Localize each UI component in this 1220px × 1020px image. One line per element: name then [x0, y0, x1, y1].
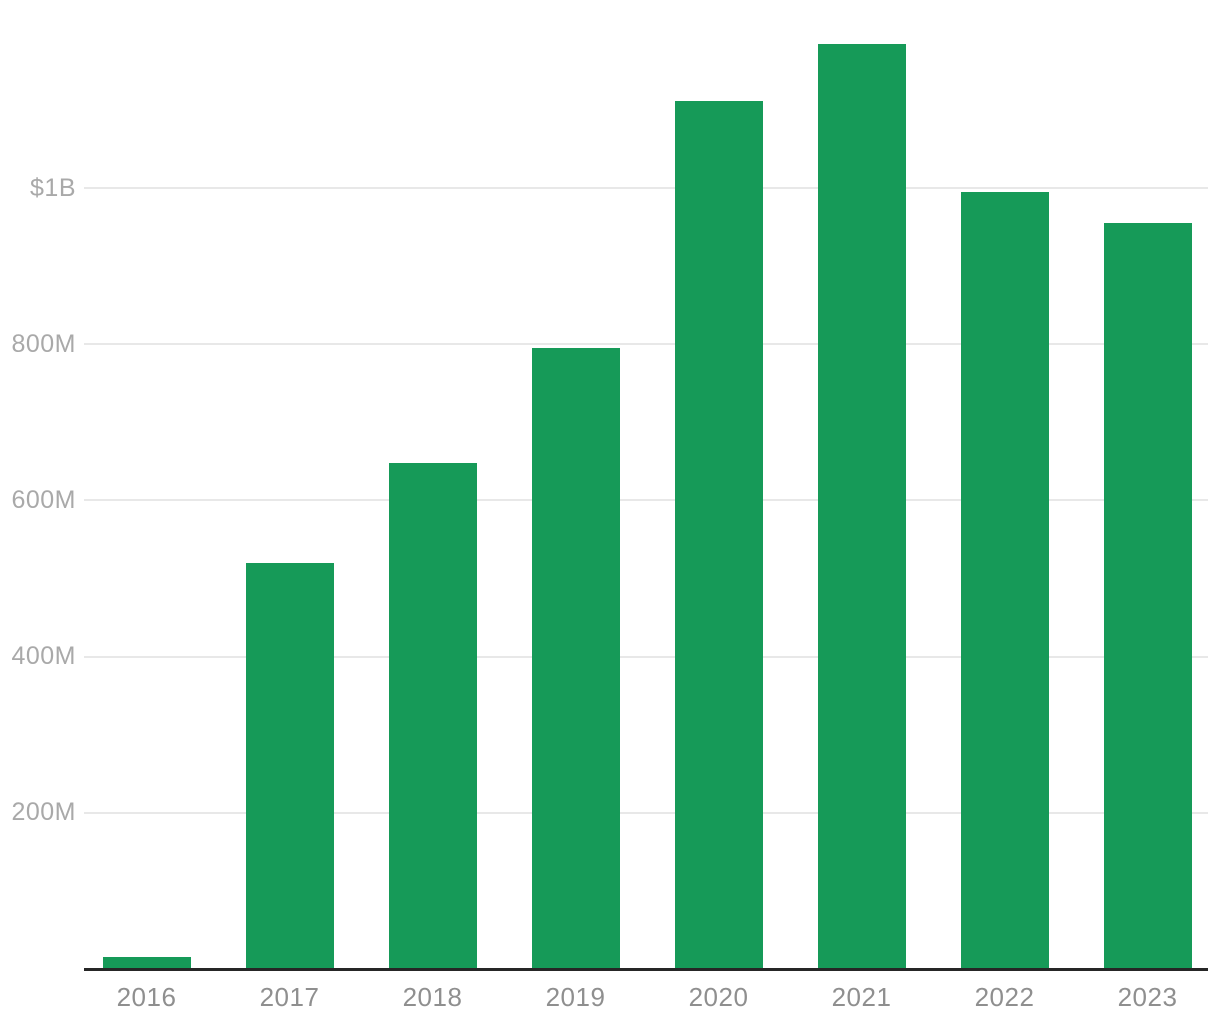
y-tick-label: 200M: [11, 798, 76, 827]
x-tick-label-2023: 2023: [1117, 982, 1178, 1012]
x-tick-label-2019: 2019: [545, 982, 606, 1012]
gridline-600m: [84, 499, 1208, 502]
gridline-200m: [84, 811, 1208, 814]
gridline-800m: [84, 343, 1208, 346]
x-axis-line: [84, 967, 1208, 971]
bar-2020[interactable]: [674, 100, 763, 969]
x-tick-label-2016: 2016: [116, 982, 177, 1012]
y-tick-label: 400M: [11, 642, 76, 671]
bar-2017[interactable]: [245, 562, 334, 969]
x-tick-label-2021: 2021: [831, 982, 892, 1012]
y-tick-label: 800M: [11, 329, 76, 358]
y-tick-label: 600M: [11, 485, 76, 514]
gridline-1b: [84, 187, 1208, 189]
x-tick-label-2022: 2022: [974, 982, 1035, 1012]
x-tick-label-2018: 2018: [402, 982, 463, 1012]
x-tick-label-2020: 2020: [688, 982, 749, 1012]
x-tick-label-2017: 2017: [259, 982, 320, 1012]
y-tick-label: $1B: [30, 173, 76, 202]
bar-2018[interactable]: [388, 462, 477, 969]
bar-2021[interactable]: [817, 43, 906, 969]
bar-2016[interactable]: [102, 957, 191, 969]
bar-2022[interactable]: [960, 191, 1049, 969]
bar-2019[interactable]: [531, 348, 620, 969]
gridline-400m: [84, 655, 1208, 658]
bar-2023[interactable]: [1103, 223, 1192, 969]
